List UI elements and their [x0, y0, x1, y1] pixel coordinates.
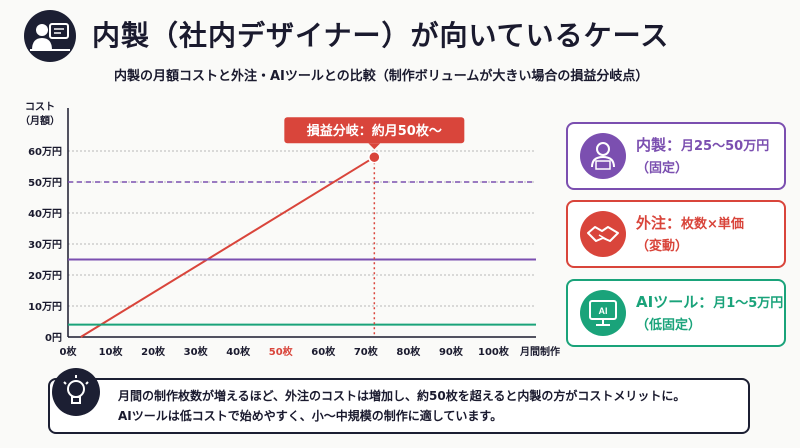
y-tick-label: 50万円: [28, 177, 62, 189]
handshake-icon: [580, 211, 626, 257]
y-tick-label: 30万円: [28, 239, 62, 251]
y-axis-label-1: コスト: [25, 101, 55, 113]
y-tick-label: 40万円: [28, 208, 62, 220]
summary-note: 月間の制作枚数が増えるほど、外注のコストは増加し、約50枚を超えると内製の方がコ…: [48, 378, 750, 434]
x-tick-label: 100枚: [478, 345, 510, 358]
x-tick-label: 20枚: [141, 345, 166, 358]
card-outsource-note: （変動）: [636, 239, 689, 254]
x-tick-label: 60枚: [311, 345, 336, 358]
card-ai-name: AIツール：: [636, 293, 714, 311]
y-tick-label: 10万円: [28, 301, 62, 313]
x-tick-label: 90枚: [439, 345, 464, 358]
note-line-1: 月間の制作枚数が増えるほど、外注のコストは増加し、約50枚を超えると内製の方がコ…: [118, 389, 686, 403]
card-ai-note: （低固定）: [636, 318, 702, 333]
x-axis-label: 月間制作枚数: [519, 345, 560, 358]
card-inhouse-name: 内製：: [636, 136, 682, 154]
card-ai-tool: AI AIツール：月1〜5万円 （低固定）: [566, 279, 786, 347]
breakeven-marker: [368, 150, 381, 164]
lightbulb-icon: [52, 368, 100, 416]
y-axis-label-2: （月額）: [20, 114, 60, 127]
card-inhouse-note: （固定）: [636, 161, 689, 176]
x-tick-label: 10枚: [99, 345, 124, 358]
card-outsource: 外注：枚数×単価 （変動）: [566, 200, 786, 268]
card-outsource-name: 外注：: [636, 214, 682, 232]
person-laptop-icon: [580, 133, 626, 179]
x-tick-label: 50枚: [269, 345, 294, 358]
page-title: 内製（社内デザイナー）が向いているケース: [92, 19, 670, 52]
card-inhouse: 内製：月25〜50万円 （固定）: [566, 122, 786, 190]
x-tick-label: 70枚: [354, 345, 379, 358]
y-tick-label: 60万円: [28, 146, 62, 158]
card-inhouse-value: 月25〜50万円: [681, 139, 770, 154]
y-tick-label: 0円: [45, 332, 62, 344]
series-line-outsource: [80, 156, 375, 338]
svg-text:AI: AI: [599, 306, 608, 316]
x-tick-label: 0枚: [60, 345, 78, 358]
y-tick-label: 20万円: [28, 270, 62, 282]
page-subtitle: 内製の月額コストと外注・AIツールとの比較（制作ボリュームが大きい場合の損益分岐…: [114, 69, 649, 84]
card-outsource-value: 枚数×単価: [681, 217, 744, 232]
annotation-box: [284, 117, 465, 144]
card-ai-value: 月1〜5万円: [713, 296, 784, 311]
x-tick-label: 40枚: [226, 345, 251, 358]
designer-desk-icon: [24, 10, 76, 62]
note-line-2: AIツールは低コストで始めやすく、小〜中規模の制作に適しています。: [118, 409, 503, 423]
x-tick-label: 80枚: [396, 345, 421, 358]
cost-comparison-chart: コスト（月額） 0円 10万円 20万円 30万円 40万円 50万円 60万円 0枚 10枚 20…: [20, 101, 560, 358]
x-tick-label: 30枚: [184, 345, 209, 358]
annotation-label: 損益分岐：約月50枚〜: [307, 123, 442, 139]
ai-monitor-icon: AI: [580, 290, 626, 336]
annotation-pointer: [368, 143, 381, 150]
